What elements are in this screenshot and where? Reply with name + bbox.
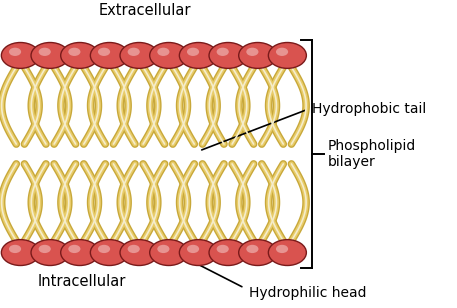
Circle shape — [31, 43, 69, 68]
Circle shape — [187, 245, 199, 253]
Circle shape — [217, 48, 229, 56]
Circle shape — [128, 48, 140, 56]
Circle shape — [239, 240, 276, 265]
Circle shape — [9, 48, 21, 56]
Circle shape — [246, 48, 259, 56]
Circle shape — [268, 43, 306, 68]
Circle shape — [179, 43, 218, 68]
Text: Intracellular: Intracellular — [37, 274, 126, 289]
Circle shape — [239, 43, 276, 68]
Circle shape — [157, 245, 170, 253]
Circle shape — [209, 240, 247, 265]
Circle shape — [268, 240, 306, 265]
Circle shape — [68, 48, 80, 56]
Circle shape — [31, 240, 69, 265]
Circle shape — [90, 240, 128, 265]
Circle shape — [90, 43, 128, 68]
Circle shape — [276, 48, 288, 56]
Circle shape — [68, 245, 80, 253]
Circle shape — [98, 245, 110, 253]
Circle shape — [1, 240, 39, 265]
Circle shape — [150, 43, 188, 68]
Circle shape — [217, 245, 229, 253]
Circle shape — [276, 245, 288, 253]
Circle shape — [61, 43, 99, 68]
Circle shape — [61, 240, 99, 265]
Text: Extracellular: Extracellular — [99, 3, 191, 18]
Circle shape — [246, 245, 259, 253]
Circle shape — [187, 48, 199, 56]
Text: Hydrophilic head: Hydrophilic head — [249, 286, 367, 300]
Circle shape — [157, 48, 170, 56]
Circle shape — [39, 245, 51, 253]
Circle shape — [1, 43, 39, 68]
Circle shape — [98, 48, 110, 56]
Circle shape — [9, 245, 21, 253]
Text: Phospholipid
bilayer: Phospholipid bilayer — [328, 139, 416, 169]
Circle shape — [120, 240, 158, 265]
Circle shape — [209, 43, 247, 68]
Text: Hydrophobic tail: Hydrophobic tail — [312, 102, 426, 116]
Circle shape — [39, 48, 51, 56]
Circle shape — [150, 240, 188, 265]
Circle shape — [120, 43, 158, 68]
Circle shape — [128, 245, 140, 253]
Circle shape — [179, 240, 218, 265]
